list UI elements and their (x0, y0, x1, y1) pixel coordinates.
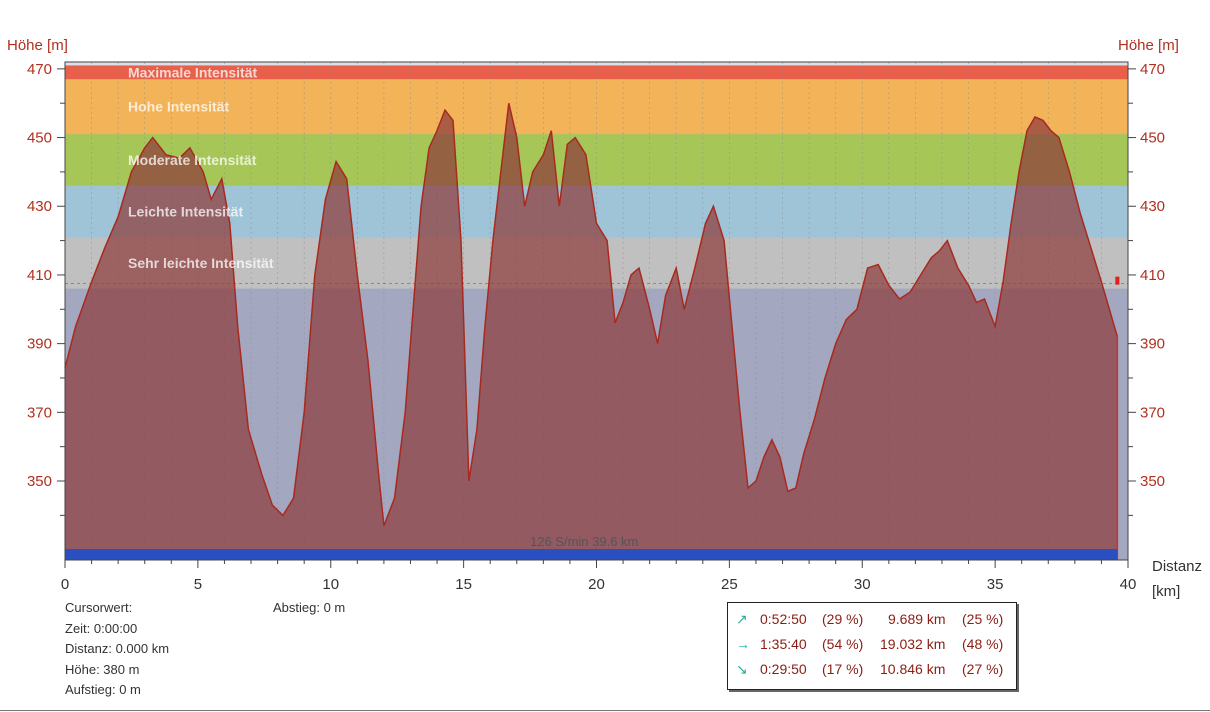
cadence-label: 126 S/min 39.6 km (530, 534, 638, 549)
stat-time: 1:35:40 (760, 636, 807, 652)
x-tick-label: 40 (1120, 576, 1137, 593)
stat-distance: 19.032 km (880, 636, 946, 652)
arrow-up-right-icon: ↗ (736, 611, 748, 627)
arrow-right-icon: → (736, 636, 750, 652)
elevation-line (64, 103, 1119, 526)
stat-time-pct: (54 %) (822, 636, 864, 652)
stat-distance-pct: (27 %) (962, 661, 1004, 677)
x-tick-label: 20 (588, 576, 605, 593)
y-axis-title-right: Höhe [m] (1118, 37, 1179, 54)
y-tick-label-right: 430 (1140, 198, 1165, 215)
y-axis-title-left: Höhe [m] (7, 37, 68, 54)
zone-label: Maximale Intensität (128, 64, 257, 80)
cursor-ascent: Aufstieg: 0 m (65, 682, 141, 697)
zone-label: Moderate Intensität (128, 152, 257, 168)
y-tick-label-left: 370 (27, 404, 52, 421)
y-tick-label-right: 370 (1140, 404, 1165, 421)
cadence-strip (65, 549, 1118, 560)
stats-row-flat: → 1:35:40 (54 %) 19.032 km (48 %) (728, 636, 1016, 658)
elevation-area (64, 103, 1120, 560)
cursor-label: Cursorwert: (65, 600, 133, 615)
zone-label: Hohe Intensität (128, 99, 229, 115)
bottom-divider (0, 710, 1210, 711)
stat-distance-pct: (25 %) (962, 611, 1004, 627)
stat-time: 0:29:50 (760, 661, 807, 677)
cursor-distance: Distanz: 0.000 km (65, 641, 170, 656)
stat-distance: 9.689 km (888, 611, 946, 627)
stats-row-ascent: ↗ 0:52:50 (29 %) 9.689 km (25 %) (728, 611, 1016, 633)
x-tick-label: 10 (322, 576, 339, 593)
zone-label: Sehr leichte Intensität (128, 255, 274, 271)
stat-time: 0:52:50 (760, 611, 807, 627)
x-tick-label: 0 (61, 576, 69, 593)
cadence-bar: 126 S/min 39.6 km (65, 534, 1118, 560)
y-tick-label-left: 470 (27, 61, 52, 78)
y-tick-label-right: 450 (1140, 130, 1165, 147)
stats-box: ↗ 0:52:50 (29 %) 9.689 km (25 %) → 1:35:… (727, 602, 1017, 690)
y-tick-label-right: 350 (1140, 473, 1165, 490)
x-axis-title: Distanz (1152, 558, 1203, 575)
cursor-time: Zeit: 0:00:00 (65, 621, 138, 636)
y-tick-label-left: 350 (27, 473, 52, 490)
y-tick-label-right: 390 (1140, 336, 1165, 353)
x-tick-label: 30 (854, 576, 871, 593)
stat-time-pct: (29 %) (822, 611, 864, 627)
y-tick-label-left: 450 (27, 130, 52, 147)
y-tick-label-left: 410 (27, 267, 52, 284)
y-tick-label-right: 470 (1140, 61, 1165, 78)
x-tick-label: 25 (721, 576, 738, 593)
zone-labels: Sehr leichte Intensität Leichte Intensitä… (128, 64, 274, 271)
x-tick-label: 5 (194, 576, 202, 593)
stats-row-descent: ↘ 0:29:50 (17 %) 10.846 km (27 %) (728, 661, 1016, 683)
y-tick-label-left: 430 (27, 198, 52, 215)
cursor-descent: Abstieg: 0 m (273, 600, 346, 615)
x-axis-unit: [km] (1152, 583, 1181, 600)
x-tick-label: 35 (987, 576, 1004, 593)
x-tick-label: 15 (455, 576, 472, 593)
arrow-down-right-icon: ↘ (736, 661, 748, 677)
cursor-elevation: Höhe: 380 m (65, 662, 140, 677)
elevation-area-fill (65, 103, 1118, 560)
y-tick-label-left: 390 (27, 336, 52, 353)
y-tick-label-right: 410 (1140, 267, 1165, 284)
stat-time-pct: (17 %) (822, 661, 864, 677)
zone-label: Leichte Intensität (128, 203, 243, 219)
position-marker (1115, 276, 1120, 285)
stat-distance: 10.846 km (880, 661, 946, 677)
stat-distance-pct: (48 %) (962, 636, 1004, 652)
